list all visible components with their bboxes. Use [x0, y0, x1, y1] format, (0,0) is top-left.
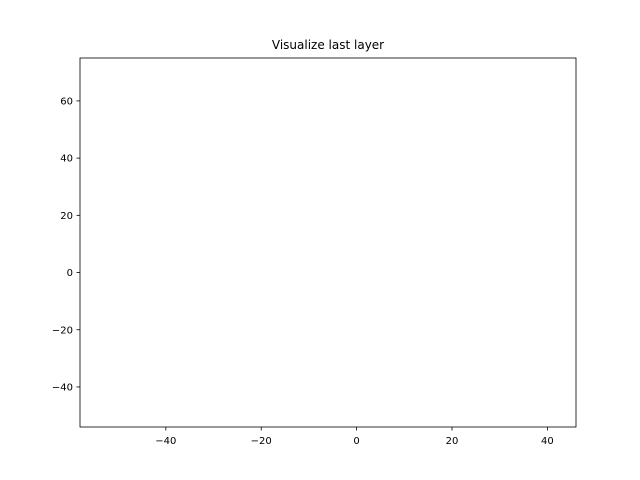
y-tick-label: −40: [52, 383, 73, 394]
x-axis: −40 −20 0 20 40: [155, 427, 554, 447]
chart-title: Visualize last layer: [272, 38, 384, 52]
y-tick-label: 60: [60, 97, 73, 108]
plot-area: [79, 57, 577, 428]
x-tick-label: 40: [541, 436, 554, 447]
x-tick-label: −40: [155, 436, 176, 447]
y-tick-label: 40: [60, 154, 73, 165]
y-tick-label: 0: [67, 268, 73, 279]
x-tick-label: 20: [446, 436, 459, 447]
x-tick-label: 0: [353, 436, 359, 447]
y-tick-label: 20: [60, 211, 73, 222]
y-axis: −40 −20 0 20 40 60: [52, 97, 80, 394]
x-tick-label: −20: [251, 436, 272, 447]
y-tick-label: −20: [52, 325, 73, 336]
